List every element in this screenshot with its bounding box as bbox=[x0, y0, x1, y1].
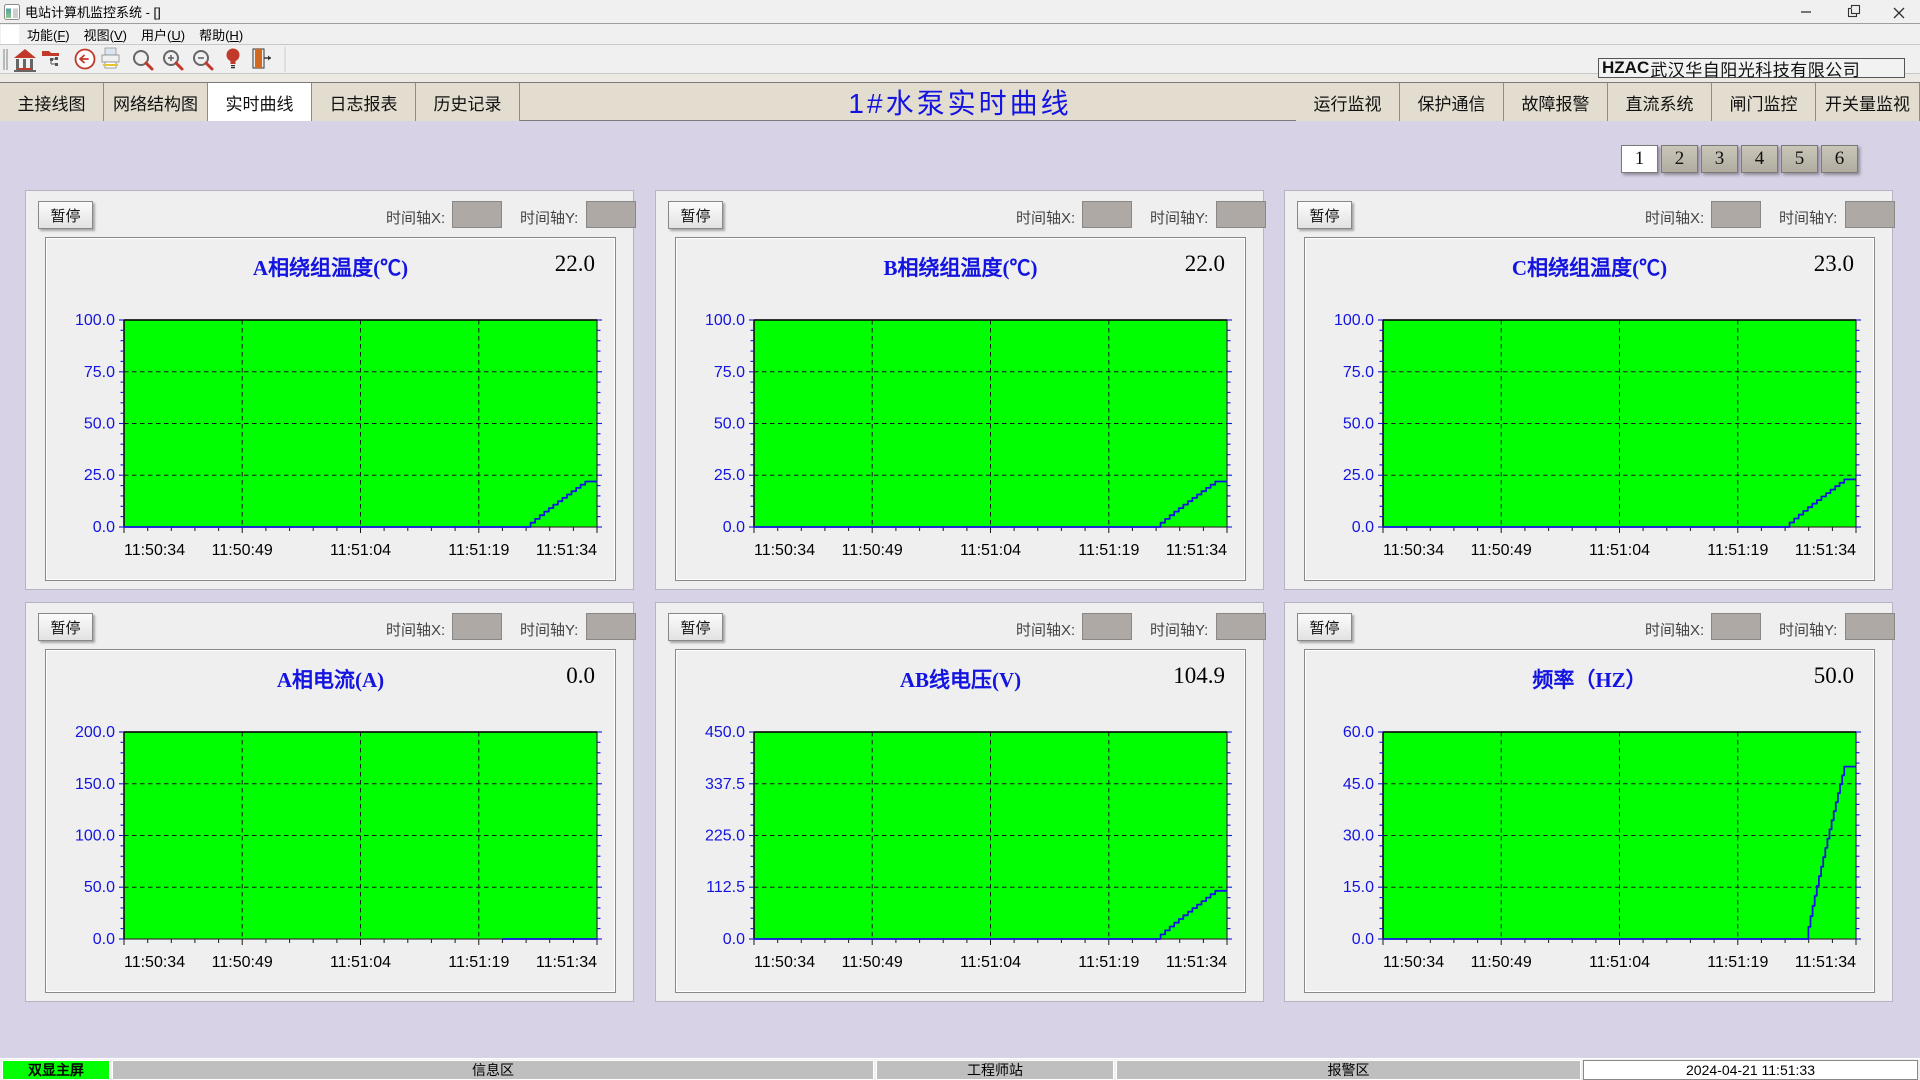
svg-text:50.0: 50.0 bbox=[714, 416, 745, 433]
svg-text:11:51:34: 11:51:34 bbox=[1166, 542, 1227, 559]
svg-text:11:51:04: 11:51:04 bbox=[960, 542, 1021, 559]
svg-text:11:50:34: 11:50:34 bbox=[754, 954, 815, 971]
svg-text:11:50:34: 11:50:34 bbox=[124, 954, 185, 971]
svg-text:11:50:34: 11:50:34 bbox=[1383, 954, 1444, 971]
svg-text:75.0: 75.0 bbox=[84, 364, 115, 381]
svg-text:11:51:34: 11:51:34 bbox=[536, 542, 597, 559]
svg-text:25.0: 25.0 bbox=[1343, 467, 1374, 484]
svg-text:0.0: 0.0 bbox=[723, 519, 745, 536]
svg-text:11:51:19: 11:51:19 bbox=[1078, 542, 1139, 559]
svg-text:11:51:34: 11:51:34 bbox=[1795, 542, 1856, 559]
svg-text:11:50:49: 11:50:49 bbox=[1471, 542, 1532, 559]
svg-text:11:50:34: 11:50:34 bbox=[754, 542, 815, 559]
svg-text:0.0: 0.0 bbox=[93, 931, 115, 948]
svg-text:150.0: 150.0 bbox=[75, 776, 115, 793]
svg-text:11:51:19: 11:51:19 bbox=[1707, 954, 1768, 971]
svg-text:15.0: 15.0 bbox=[1343, 879, 1374, 896]
svg-text:11:51:04: 11:51:04 bbox=[1589, 542, 1650, 559]
svg-text:50.0: 50.0 bbox=[84, 416, 115, 433]
svg-text:11:51:19: 11:51:19 bbox=[448, 954, 509, 971]
svg-text:75.0: 75.0 bbox=[1343, 364, 1374, 381]
svg-text:450.0: 450.0 bbox=[705, 724, 745, 741]
svg-text:75.0: 75.0 bbox=[714, 364, 745, 381]
svg-text:45.0: 45.0 bbox=[1343, 776, 1374, 793]
svg-text:60.0: 60.0 bbox=[1343, 724, 1374, 741]
svg-text:100.0: 100.0 bbox=[705, 312, 745, 329]
svg-text:11:51:19: 11:51:19 bbox=[1707, 542, 1768, 559]
svg-text:25.0: 25.0 bbox=[714, 467, 745, 484]
svg-text:50.0: 50.0 bbox=[1343, 416, 1374, 433]
svg-text:11:50:34: 11:50:34 bbox=[1383, 542, 1444, 559]
svg-text:100.0: 100.0 bbox=[1334, 312, 1374, 329]
svg-text:30.0: 30.0 bbox=[1343, 828, 1374, 845]
svg-text:11:50:49: 11:50:49 bbox=[1471, 954, 1532, 971]
svg-text:11:51:04: 11:51:04 bbox=[330, 954, 391, 971]
svg-text:112.5: 112.5 bbox=[706, 879, 745, 896]
svg-text:11:51:19: 11:51:19 bbox=[1078, 954, 1139, 971]
svg-text:100.0: 100.0 bbox=[75, 828, 115, 845]
svg-text:25.0: 25.0 bbox=[84, 467, 115, 484]
svg-text:11:51:19: 11:51:19 bbox=[448, 542, 509, 559]
svg-text:0.0: 0.0 bbox=[93, 519, 115, 536]
svg-text:11:51:04: 11:51:04 bbox=[330, 542, 391, 559]
svg-text:11:50:49: 11:50:49 bbox=[842, 542, 903, 559]
svg-text:11:51:04: 11:51:04 bbox=[960, 954, 1021, 971]
svg-text:0.0: 0.0 bbox=[723, 931, 745, 948]
svg-text:225.0: 225.0 bbox=[705, 828, 745, 845]
svg-text:50.0: 50.0 bbox=[84, 879, 115, 896]
svg-text:11:50:49: 11:50:49 bbox=[212, 542, 273, 559]
svg-text:200.0: 200.0 bbox=[75, 724, 115, 741]
svg-text:337.5: 337.5 bbox=[705, 776, 745, 793]
svg-text:11:51:34: 11:51:34 bbox=[1795, 954, 1856, 971]
svg-text:0.0: 0.0 bbox=[1352, 519, 1374, 536]
svg-text:100.0: 100.0 bbox=[75, 312, 115, 329]
svg-text:0.0: 0.0 bbox=[1352, 931, 1374, 948]
svg-text:11:51:34: 11:51:34 bbox=[1166, 954, 1227, 971]
svg-text:11:50:49: 11:50:49 bbox=[842, 954, 903, 971]
svg-text:11:50:34: 11:50:34 bbox=[124, 542, 185, 559]
svg-text:11:50:49: 11:50:49 bbox=[212, 954, 273, 971]
svg-text:11:51:34: 11:51:34 bbox=[536, 954, 597, 971]
svg-text:11:51:04: 11:51:04 bbox=[1589, 954, 1650, 971]
